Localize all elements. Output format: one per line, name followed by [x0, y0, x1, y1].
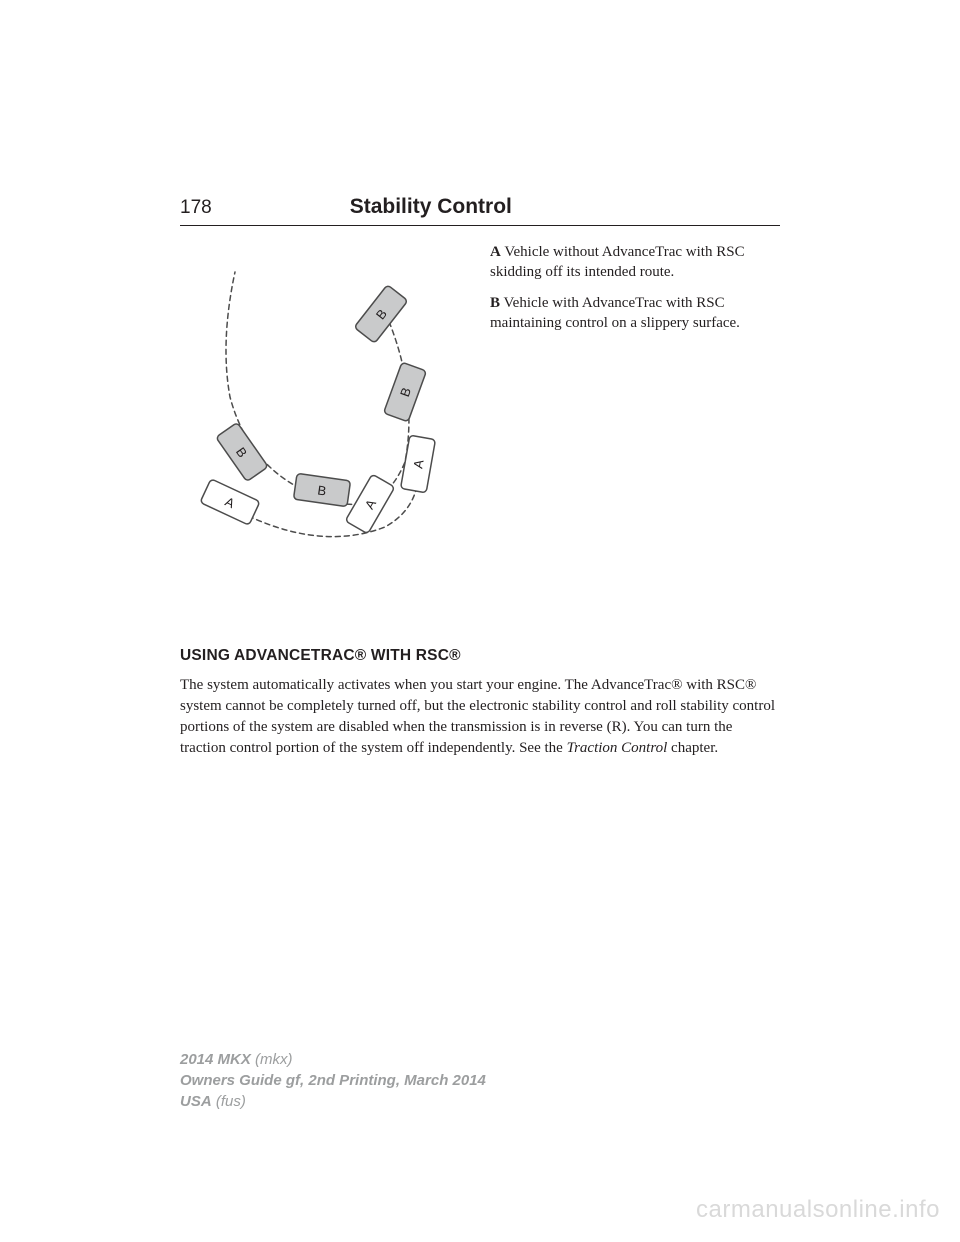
- section-body: The system automatically activates when …: [180, 675, 780, 759]
- footer-line-2: Owners Guide gf, 2nd Printing, March 201…: [180, 1070, 486, 1091]
- footer-line-1: 2014 MKX (mkx): [180, 1049, 486, 1070]
- caption-a-text: Vehicle without AdvanceTrac with RSC ski…: [490, 244, 745, 280]
- caption-b-text: Vehicle with AdvanceTrac with RSC mainta…: [490, 295, 740, 331]
- footer-line-3: USA (fus): [180, 1091, 486, 1112]
- body-post: chapter.: [667, 740, 718, 756]
- diagram-captions: A Vehicle without AdvanceTrac with RSC s…: [490, 242, 780, 557]
- caption-b-lead: B: [490, 295, 500, 311]
- stability-diagram: BBAABAB: [180, 242, 470, 557]
- caption-a: A Vehicle without AdvanceTrac with RSC s…: [490, 242, 780, 283]
- page-footer: 2014 MKX (mkx) Owners Guide gf, 2nd Prin…: [180, 1049, 486, 1112]
- chapter-title: Stability Control: [350, 195, 512, 219]
- caption-a-lead: A: [490, 244, 501, 260]
- caption-b: B Vehicle with AdvanceTrac with RSC main…: [490, 293, 780, 334]
- section-heading: USING ADVANCETRAC® WITH RSC®: [180, 647, 780, 665]
- watermark: carmanualsonline.info: [696, 1196, 940, 1224]
- page-header: 178 Stability Control: [180, 195, 780, 226]
- page-number: 178: [180, 197, 212, 219]
- body-italic: Traction Control: [567, 740, 668, 756]
